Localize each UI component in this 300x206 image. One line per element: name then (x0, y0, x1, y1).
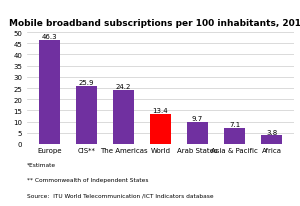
Bar (224, 128, 245, 144)
Text: 13.4: 13.4 (153, 108, 168, 114)
Text: 7.1: 7.1 (229, 122, 240, 128)
Bar (113, 90, 134, 144)
Text: 24.2: 24.2 (116, 83, 131, 89)
Bar (150, 114, 171, 144)
Bar (76, 87, 97, 144)
Text: 9.7: 9.7 (192, 116, 203, 122)
Text: *Estimate: *Estimate (27, 162, 56, 167)
Text: 46.3: 46.3 (41, 34, 57, 40)
Text: 25.9: 25.9 (79, 80, 94, 86)
Bar (39, 41, 59, 144)
Bar (262, 136, 282, 144)
Text: ** Commonwealth of Independent States: ** Commonwealth of Independent States (27, 177, 148, 182)
Text: 3.8: 3.8 (266, 129, 277, 135)
Bar (188, 123, 208, 144)
Text: Source:  ITU World Telecommunication /ICT Indicators database: Source: ITU World Telecommunication /ICT… (27, 193, 214, 198)
Title: Mobile broadband subscriptions per 100 inhabitants, 2010*: Mobile broadband subscriptions per 100 i… (9, 19, 300, 28)
